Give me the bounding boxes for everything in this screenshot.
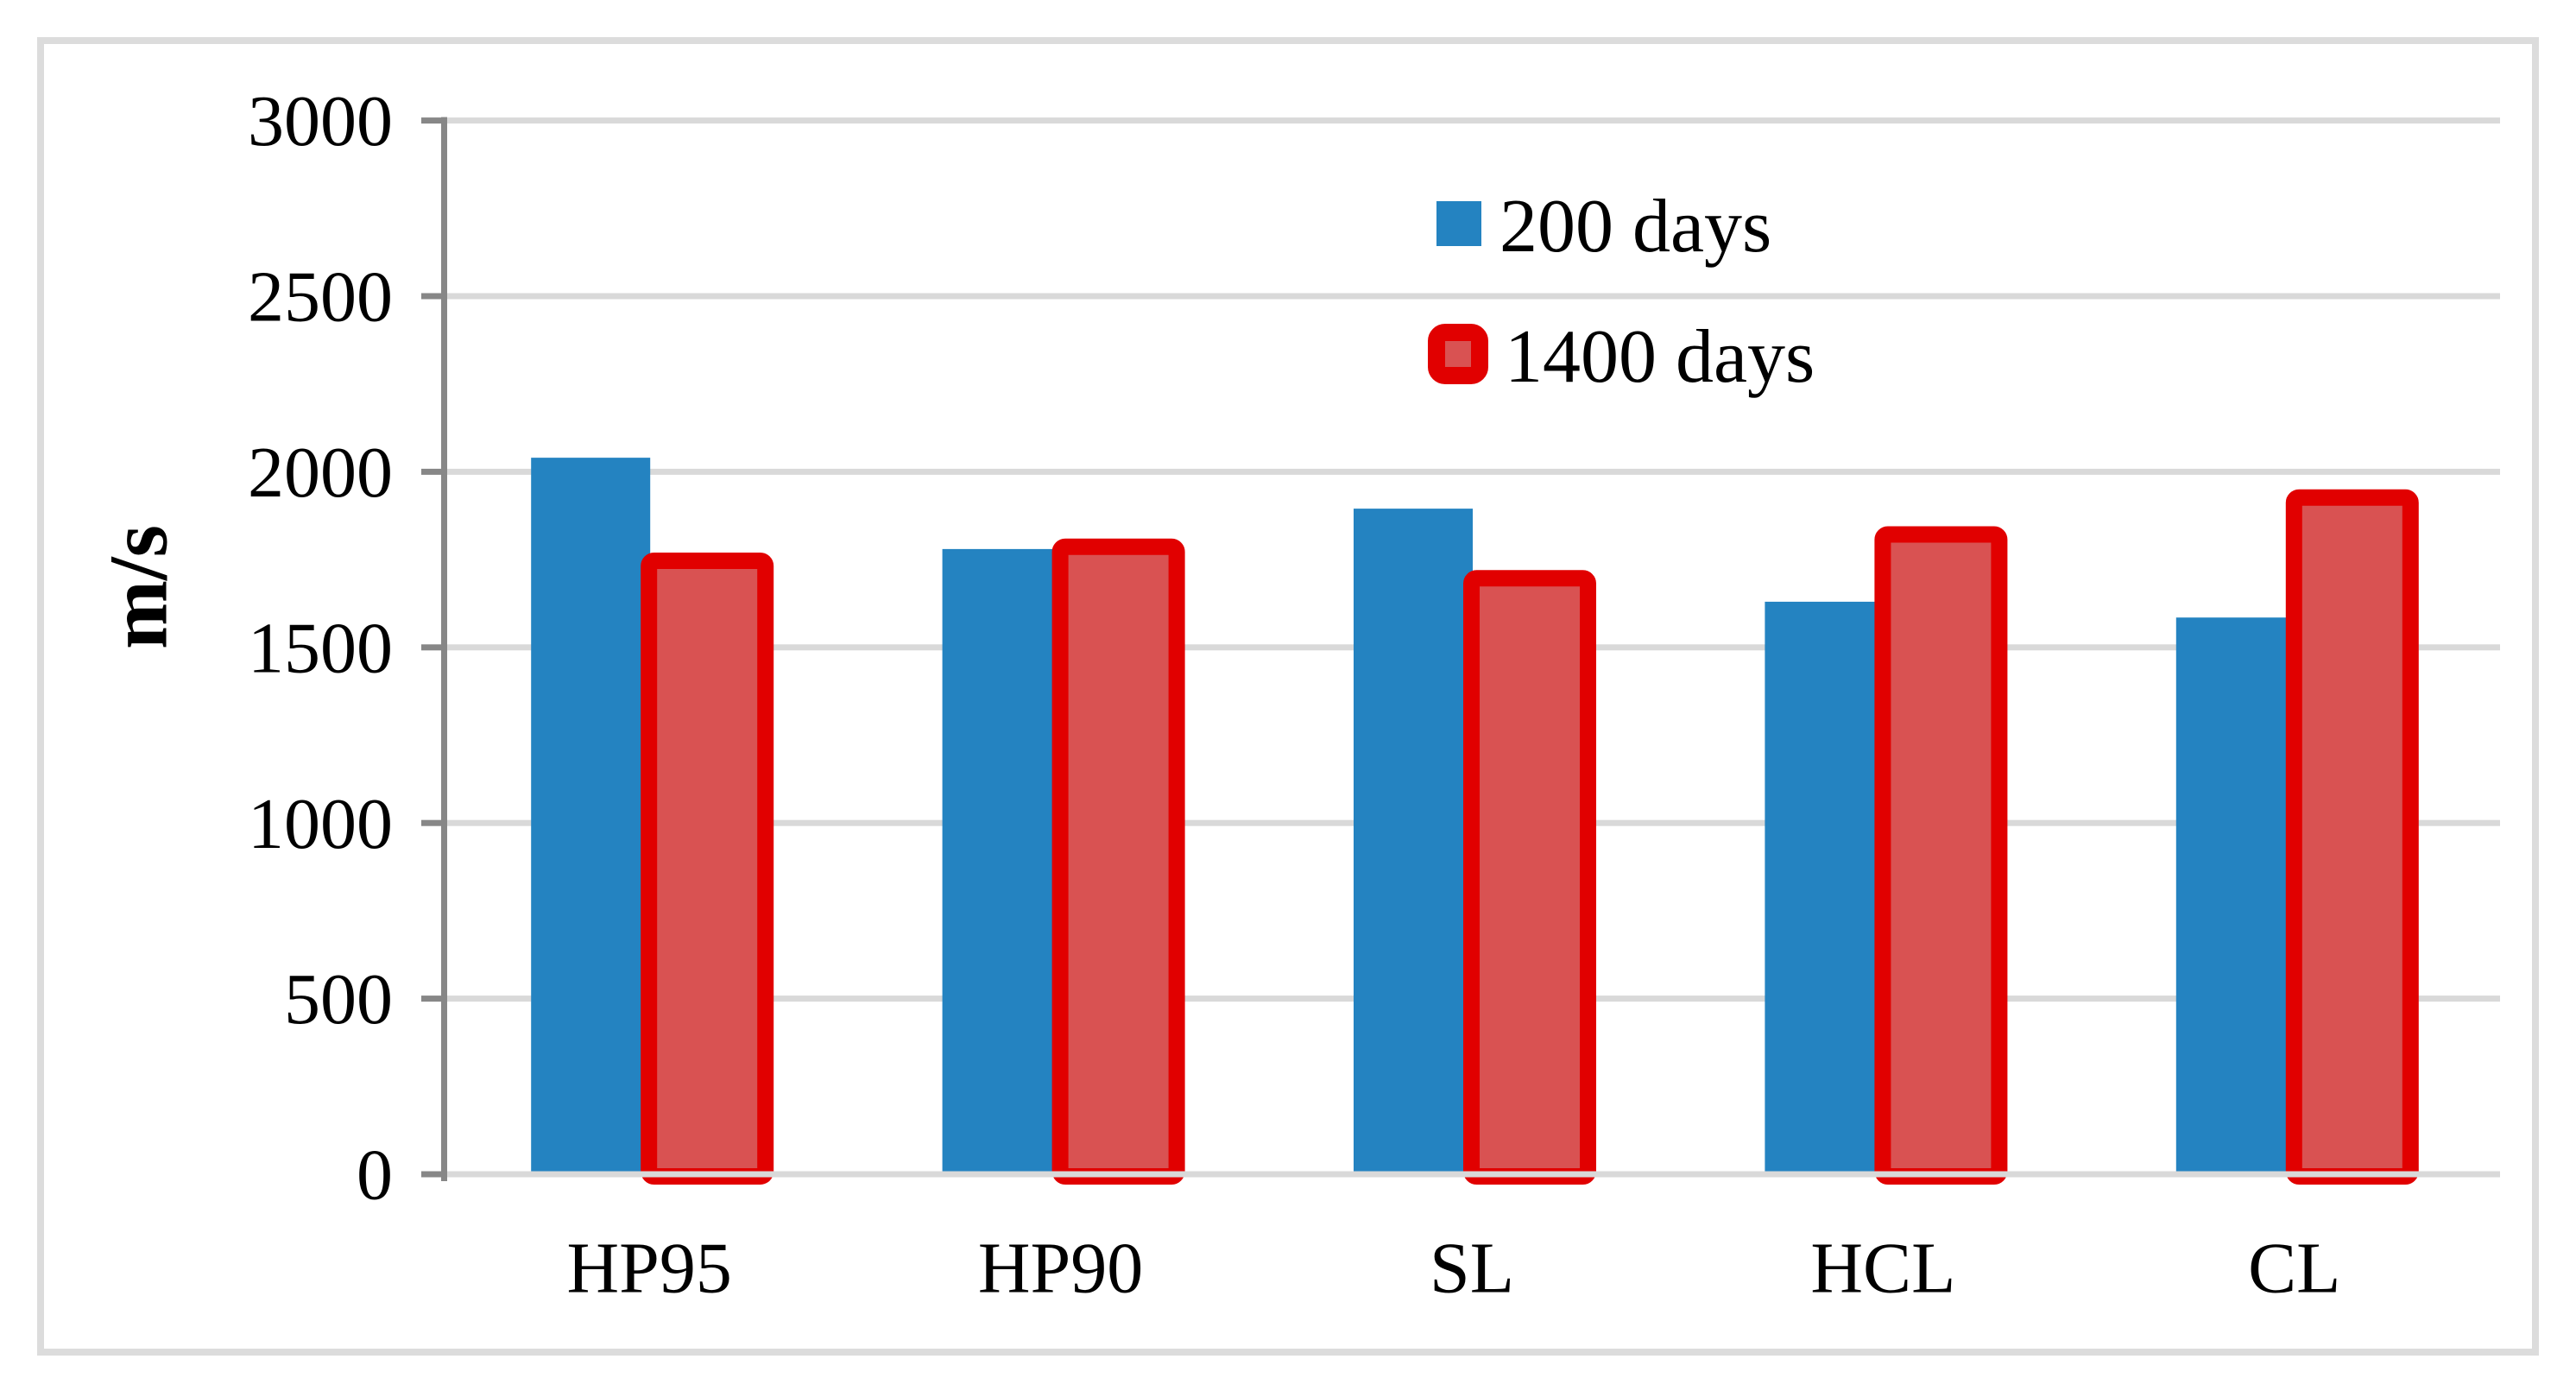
legend-label-1400-days: 1400 days <box>1505 315 1815 399</box>
x-category-label-HCL: HCL <box>1810 1229 1955 1309</box>
y-tick-mark-0 <box>421 1171 444 1178</box>
y-tick-mark-2000 <box>421 468 444 475</box>
bar-1400-days-CL <box>2285 489 2419 1185</box>
bar-1400-days-HP90 <box>1051 538 1185 1185</box>
x-axis-baseline <box>444 1171 2500 1178</box>
bar-200-days-SL <box>1354 509 1473 1174</box>
legend-label-200-days: 200 days <box>1500 185 1771 269</box>
bar-200-days-HCL <box>1765 601 1885 1174</box>
bar-1400-days-HP95 <box>641 552 774 1185</box>
y-tick-mark-3000 <box>421 117 444 124</box>
gridline-y-2000 <box>444 468 2500 475</box>
y-tick-label-2500: 2500 <box>248 257 393 338</box>
x-category-label-HP90: HP90 <box>978 1229 1143 1309</box>
y-tick-label-0: 0 <box>357 1135 393 1216</box>
x-category-label-CL: CL <box>2248 1229 2340 1309</box>
bar-200-days-CL <box>2175 617 2295 1174</box>
x-category-label-HP95: HP95 <box>567 1229 732 1309</box>
bar-200-days-HP95 <box>531 458 651 1174</box>
y-axis-line <box>441 117 447 1182</box>
legend: 200 days 1400 days <box>1428 185 1815 399</box>
bar-1400-days-SL <box>1463 570 1596 1185</box>
y-axis-title: m/s <box>92 525 185 649</box>
x-category-label-SL: SL <box>1430 1229 1514 1309</box>
gridline-y-3000 <box>444 117 2500 124</box>
legend-swatch-200-days-icon <box>1436 201 1481 246</box>
legend-swatch-1400-days-icon <box>1428 324 1488 384</box>
bar-200-days-HP90 <box>942 548 1062 1174</box>
y-tick-mark-2500 <box>421 293 444 300</box>
bar-1400-days-HCL <box>1874 526 2008 1185</box>
y-tick-label-2000: 2000 <box>248 433 393 513</box>
y-tick-mark-1500 <box>421 644 444 651</box>
y-tick-mark-500 <box>421 996 444 1002</box>
y-tick-mark-1000 <box>421 819 444 826</box>
y-tick-label-1500: 1500 <box>248 608 393 688</box>
y-tick-label-500: 500 <box>284 959 393 1040</box>
y-tick-label-1000: 1000 <box>248 784 393 864</box>
y-tick-label-3000: 3000 <box>248 81 393 161</box>
chart-frame-border <box>37 37 2539 1356</box>
gridline-y-2500 <box>444 293 2500 300</box>
